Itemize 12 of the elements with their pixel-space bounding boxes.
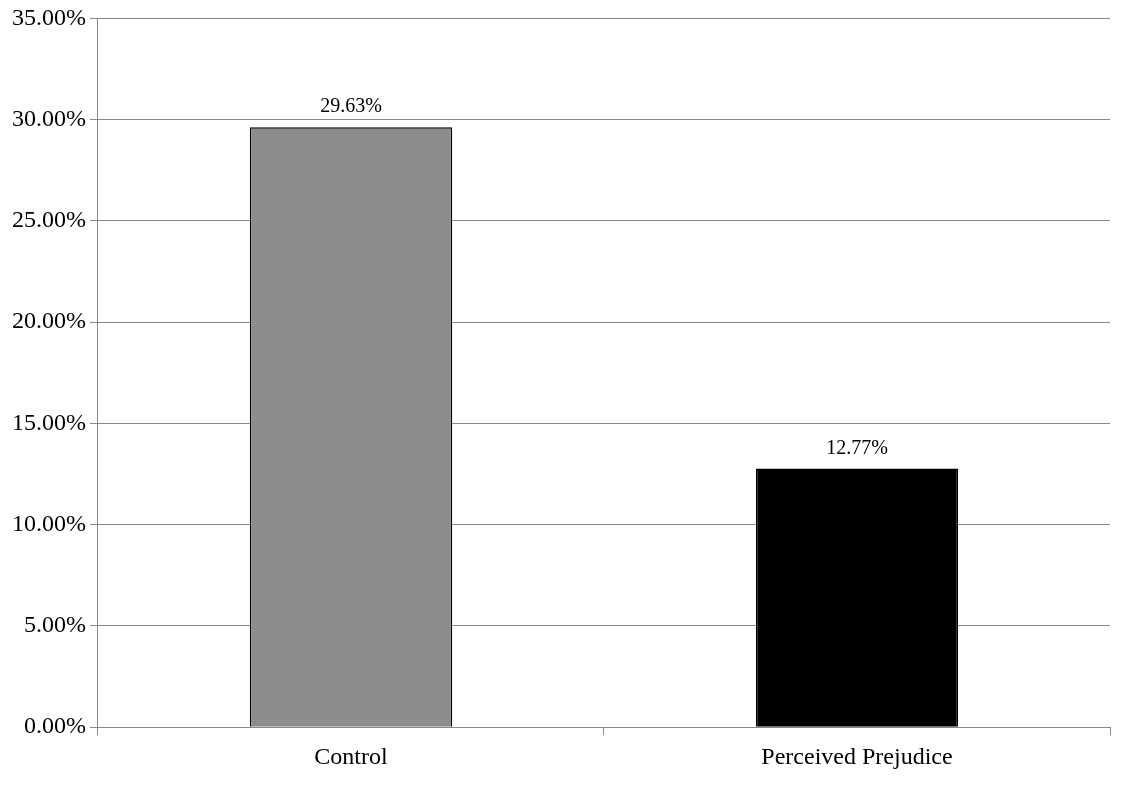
x-tick-label: Perceived Prejudice [761,742,953,769]
y-tick-label: 20.00% [11,307,86,334]
y-tick-label: 15.00% [11,408,86,435]
y-tick-label: 30.00% [11,104,86,131]
y-tick-label: 0.00% [23,712,86,739]
data-label: 29.63% [320,94,382,117]
data-label: 12.77% [826,435,888,458]
y-tick-label: 25.00% [11,206,86,233]
y-tick-label: 35.00% [11,3,86,30]
y-tick-label: 10.00% [11,509,86,536]
y-tick-label: 5.00% [23,611,86,638]
x-tick-label: Control [314,742,388,769]
